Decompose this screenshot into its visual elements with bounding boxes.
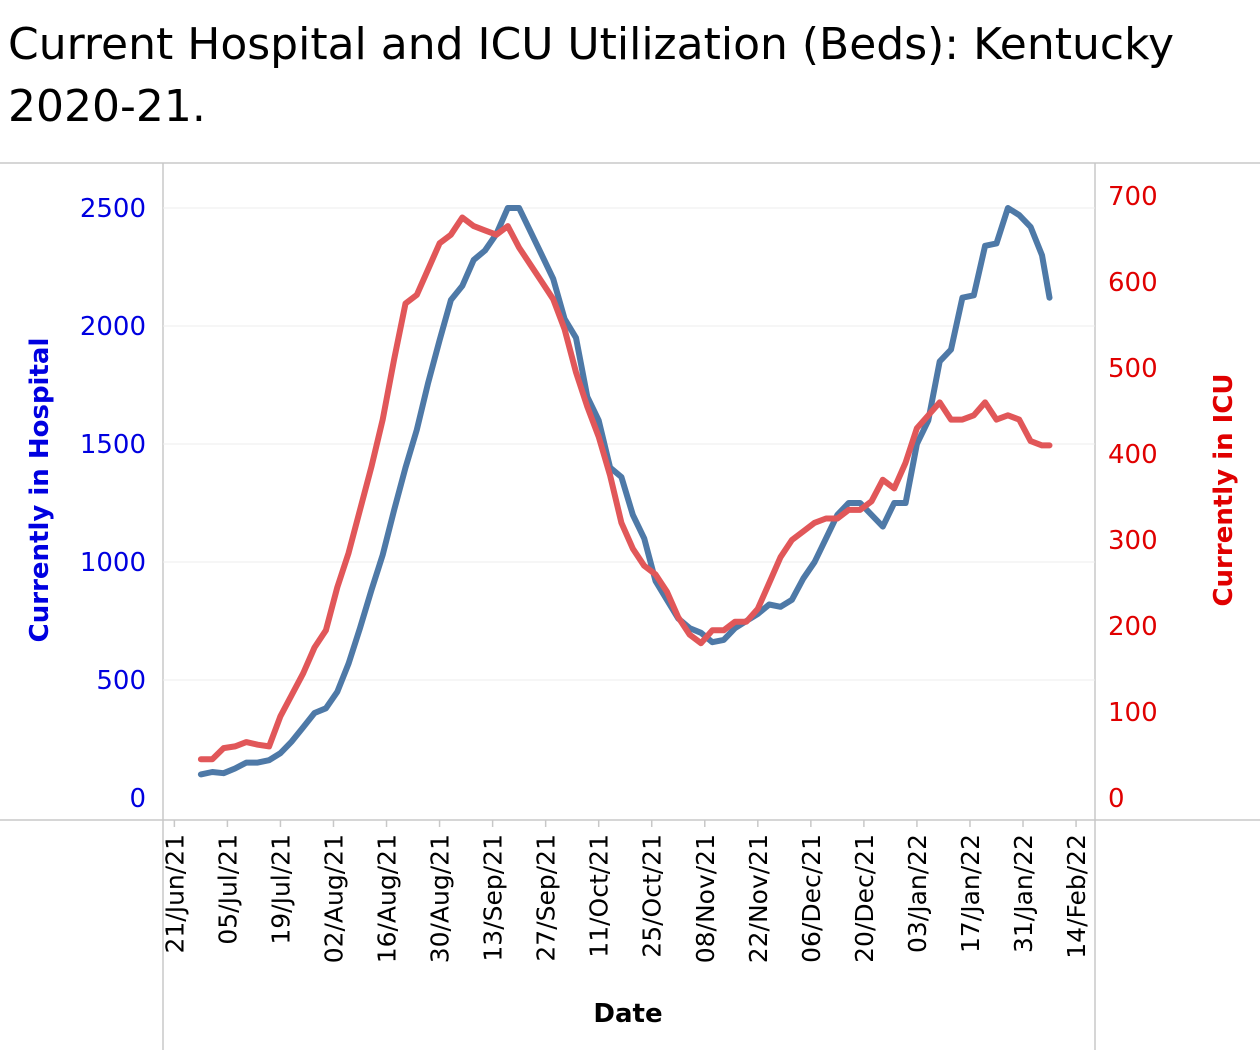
icu-series-line [197,214,1053,763]
hospital-series-line [197,205,1053,778]
gridlines [163,207,1095,681]
right-tick-label: 0 [1108,784,1125,814]
left-tick-label: 1000 [80,548,146,578]
left-tick-label: 0 [129,784,146,814]
x-tick-label: 05/Jul/21 [213,834,242,945]
x-tick-label: 14/Feb/22 [1062,834,1091,959]
series-lines [197,205,1053,778]
left-tick-label: 2500 [80,194,146,224]
x-tick-label: 19/Jul/21 [266,834,295,945]
x-tick-label: 08/Nov/21 [691,834,720,963]
x-tick-label: 13/Sep/21 [479,834,508,962]
x-tick-label: 21/Jun/21 [160,834,189,954]
chart-title: Current Hospital and ICU Utilization (Be… [8,19,1175,132]
right-tick-label: 500 [1108,354,1158,384]
x-tick-label: 16/Aug/21 [373,834,402,963]
left-tick-label: 500 [96,666,146,696]
right-tick-label: 200 [1108,612,1158,642]
x-tick-label: 25/Oct/21 [638,834,667,958]
x-tick-label: 11/Oct/21 [585,834,614,958]
x-tick-label: 20/Dec/21 [850,834,879,963]
right-tick-label: 700 [1108,182,1158,212]
right-tick-label: 600 [1108,268,1158,298]
right-tick-label: 100 [1108,698,1158,728]
x-tick-label: 03/Jan/22 [903,834,932,953]
chart-frame [0,162,1260,1050]
x-axis-ticks: 21/Jun/21 05/Jul/21 19/Jul/21 02/Aug/21 16/A… [160,820,1091,963]
x-tick-label: 27/Sep/21 [532,834,561,962]
x-tick-label: 02/Aug/21 [319,834,348,963]
x-axis-title: Date [593,999,662,1029]
left-tick-label: 1500 [80,430,146,460]
right-axis-ticks: 0 100 200 300 400 500 600 700 [1108,182,1158,814]
x-tick-label: 30/Aug/21 [426,834,455,963]
left-tick-label: 2000 [80,312,146,342]
left-axis-ticks: 0 500 1000 1500 2000 2500 [80,194,146,814]
right-tick-label: 400 [1108,440,1158,470]
right-axis-title: Currently in ICU [1209,373,1239,606]
x-tick-label: 31/Jan/22 [1009,834,1038,953]
x-tick-label: 22/Nov/21 [744,834,773,963]
x-tick-label: 06/Dec/21 [797,834,826,963]
right-tick-label: 300 [1108,526,1158,556]
x-tick-label: 17/Jan/22 [956,834,985,953]
left-axis-title: Currently in Hospital [25,338,55,643]
